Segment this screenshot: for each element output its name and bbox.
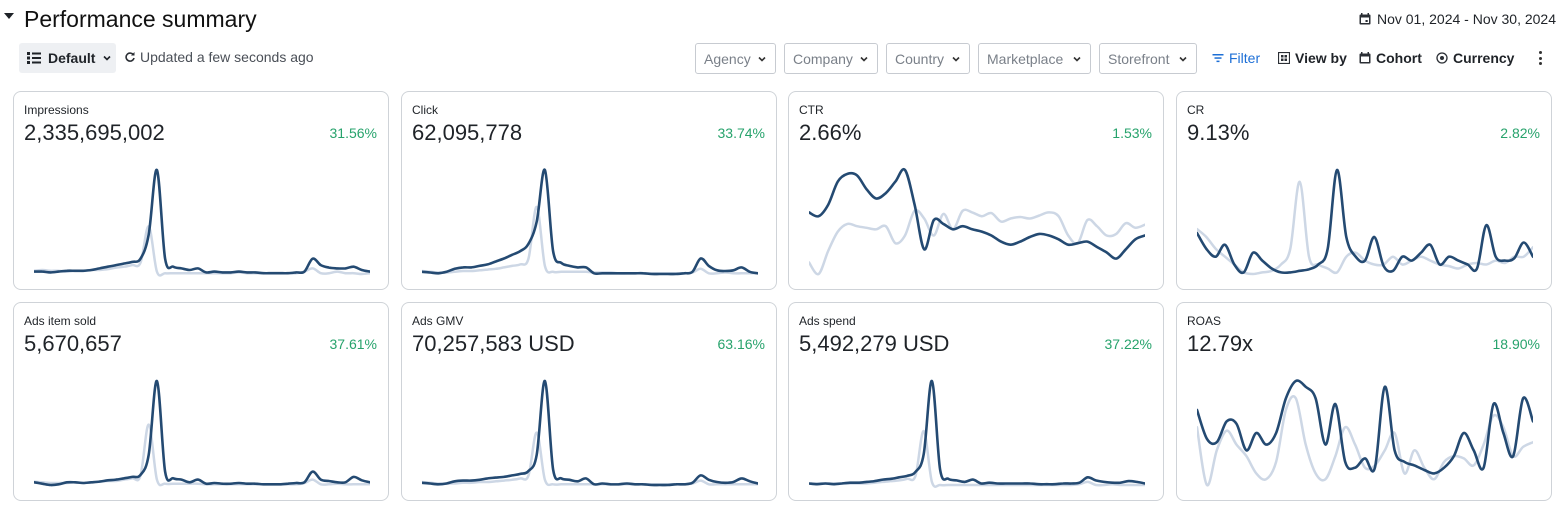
sparkline-current-series	[422, 168, 758, 276]
country-dropdown-label: Country	[895, 50, 945, 67]
sparkline-previous-series	[34, 225, 370, 277]
cohort-button[interactable]: Cohort	[1359, 50, 1422, 66]
currency-button[interactable]: Currency	[1436, 50, 1514, 66]
chevron-down-icon	[860, 56, 868, 62]
storefront-dropdown[interactable]: Storefront	[1099, 43, 1197, 74]
date-range-label: Nov 01, 2024 - Nov 30, 2024	[1376, 11, 1556, 27]
chevron-down-icon	[103, 55, 112, 61]
chevron-down-icon	[758, 56, 766, 62]
metric-label: Click	[412, 103, 438, 117]
sparkline-chart	[34, 168, 370, 277]
last-updated-text: Updated a few seconds ago	[140, 49, 314, 65]
metric-delta: 2.82%	[1500, 125, 1540, 141]
toolbar: Default Updated a few seconds ago Agency…	[0, 42, 1568, 74]
company-dropdown[interactable]: Company	[784, 43, 878, 74]
metric-value: 2.66%	[799, 120, 862, 145]
country-dropdown[interactable]: Country	[886, 43, 970, 74]
metric-label: Impressions	[24, 103, 89, 117]
sparkline-chart	[422, 168, 758, 276]
cohort-label: Cohort	[1376, 50, 1422, 66]
metric-label: CTR	[799, 103, 824, 117]
more-options-icon	[1538, 51, 1542, 54]
chevron-down-icon	[1073, 56, 1081, 62]
sparkline-current-series	[809, 379, 1145, 486]
date-range-picker[interactable]: Nov 01, 2024 - Nov 30, 2024	[1359, 10, 1556, 28]
sparkline-current-series	[34, 168, 370, 275]
metric-card-cr[interactable]: CR 9.13% 2.82%	[1176, 91, 1552, 290]
sparkline-current-series	[34, 379, 370, 487]
metric-value: 5,670,657	[24, 331, 122, 356]
metric-delta: 37.22%	[1104, 336, 1152, 352]
view-selector-label: Default	[48, 50, 96, 66]
metric-delta: 33.74%	[717, 125, 765, 141]
more-options-button[interactable]	[1534, 48, 1546, 68]
sparkline-chart	[1197, 379, 1533, 487]
list-view-icon	[27, 52, 41, 64]
metric-label: Ads item sold	[24, 314, 97, 328]
metric-value: 70,257,583 USD	[412, 331, 575, 356]
metric-value: 2,335,695,002	[24, 120, 165, 145]
sparkline-chart	[809, 379, 1145, 488]
agency-dropdown-label: Agency	[704, 50, 751, 67]
metric-card-ads-gmv[interactable]: Ads GMV 70,257,583 USD 63.16%	[401, 302, 777, 501]
marketplace-dropdown-label: Marketplace	[987, 50, 1064, 67]
sparkline-current-series	[1197, 379, 1533, 475]
metric-card-roas[interactable]: ROAS 12.79x 18.90%	[1176, 302, 1552, 501]
sparkline-previous-series	[1197, 394, 1533, 487]
storefront-dropdown-label: Storefront	[1108, 50, 1170, 67]
metric-card-ctr[interactable]: CTR 2.66% 1.53%	[788, 91, 1164, 290]
currency-label: Currency	[1453, 50, 1515, 66]
metric-delta: 63.16%	[717, 336, 765, 352]
view-by-label: View by	[1295, 50, 1347, 66]
metric-label: CR	[1187, 103, 1205, 117]
sparkline-chart	[34, 379, 370, 487]
currency-icon	[1436, 52, 1448, 64]
view-by-icon	[1278, 52, 1290, 64]
filter-label: Filter	[1229, 50, 1261, 66]
last-updated-status: Updated a few seconds ago	[124, 49, 314, 65]
sparkline-previous-series	[422, 431, 758, 487]
view-selector-button[interactable]: Default	[19, 43, 116, 73]
sparkline-previous-series	[422, 205, 758, 275]
metric-card-ads-spend[interactable]: Ads spend 5,492,279 USD 37.22%	[788, 302, 1164, 501]
metric-card-click[interactable]: Click 62,095,778 33.74%	[401, 91, 777, 290]
metric-value: 9.13%	[1187, 120, 1250, 145]
sparkline-previous-series	[34, 423, 370, 487]
view-by-button[interactable]: View by	[1278, 50, 1347, 66]
filter-button[interactable]: Filter	[1212, 50, 1260, 66]
sparkline-current-series	[1197, 168, 1533, 275]
sparkline-current-series	[809, 167, 1145, 260]
company-dropdown-label: Company	[793, 50, 853, 67]
metric-label: ROAS	[1187, 314, 1222, 328]
header: Performance summary Nov 01, 2024 - Nov 3…	[0, 0, 1568, 38]
refresh-icon[interactable]	[124, 51, 136, 63]
sparkline-chart	[809, 167, 1145, 276]
metric-value: 5,492,279 USD	[799, 331, 950, 356]
calendar-icon	[1359, 52, 1371, 64]
chevron-down-icon	[1179, 56, 1187, 62]
metric-delta: 31.56%	[329, 125, 377, 141]
metric-delta: 18.90%	[1492, 336, 1540, 352]
filter-icon	[1212, 54, 1224, 63]
metric-card-impressions[interactable]: Impressions 2,335,695,002 31.56%	[13, 91, 389, 290]
sparkline-current-series	[422, 379, 758, 487]
sparkline-chart	[422, 379, 758, 487]
metric-value: 62,095,778	[412, 120, 523, 145]
chevron-down-icon	[952, 56, 960, 62]
calendar-icon	[1359, 13, 1371, 25]
page-title: Performance summary	[24, 6, 257, 32]
metric-delta: 1.53%	[1112, 125, 1152, 141]
sparkline-previous-series	[809, 429, 1145, 488]
marketplace-dropdown[interactable]: Marketplace	[978, 43, 1091, 74]
sparkline-previous-series	[809, 208, 1145, 276]
collapse-caret-icon[interactable]	[4, 13, 14, 19]
metric-label: Ads spend	[799, 314, 856, 328]
agency-dropdown[interactable]: Agency	[695, 43, 776, 74]
metric-value: 12.79x	[1187, 331, 1254, 356]
sparkline-chart	[1197, 168, 1533, 276]
metric-delta: 37.61%	[329, 336, 377, 352]
metric-label: Ads GMV	[412, 314, 464, 328]
metric-card-ads-item-sold[interactable]: Ads item sold 5,670,657 37.61%	[13, 302, 389, 501]
